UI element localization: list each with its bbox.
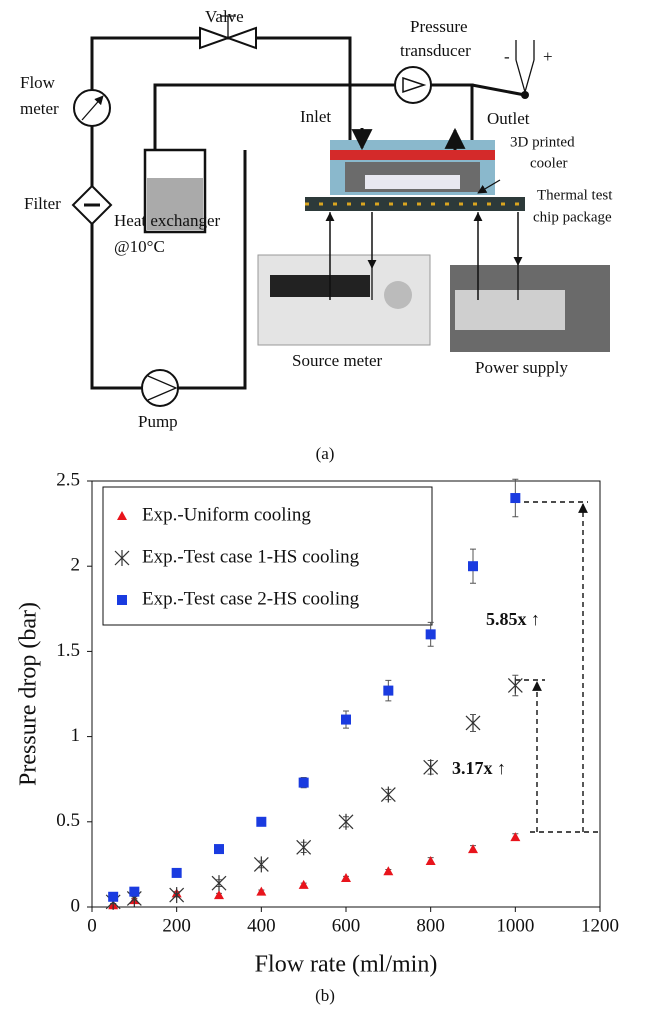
point (129, 886, 140, 897)
point (383, 866, 394, 876)
y-tick-label: 2 (71, 555, 81, 576)
valve-stem (220, 15, 236, 38)
point (383, 685, 394, 696)
pump-icon (147, 375, 178, 401)
label: 3D printed (510, 134, 575, 150)
coolant (147, 178, 203, 230)
caption: (a) (316, 444, 335, 463)
annotation: 5.85x ↑ (486, 609, 540, 629)
point (341, 873, 351, 883)
caption: (b) (315, 986, 335, 1005)
point (423, 759, 439, 776)
y-axis-label: Pressure drop (bar) (16, 602, 42, 786)
point (468, 844, 478, 854)
point (114, 550, 130, 566)
y-tick-label: 1 (71, 725, 81, 746)
label: Valve (205, 7, 244, 26)
label: Source meter (292, 351, 382, 370)
pipe (471, 83, 526, 97)
point (425, 629, 436, 640)
legend-label: Exp.-Uniform cooling (142, 504, 311, 525)
point (253, 856, 269, 873)
y-tick-label: 1.5 (56, 640, 80, 661)
point (211, 875, 227, 892)
label: meter (20, 99, 59, 118)
label: Pump (138, 412, 178, 431)
probe (515, 40, 535, 93)
legend-box (102, 486, 433, 626)
x-tick-label: 400 (247, 915, 276, 936)
meter-display (270, 275, 370, 297)
point (108, 891, 119, 902)
x-tick-label: 600 (332, 915, 361, 936)
legend-label: Exp.-Test case 1-HS cooling (142, 546, 360, 567)
point (341, 714, 351, 725)
x-tick-label: 200 (162, 915, 191, 936)
pointer (477, 179, 501, 194)
point (117, 595, 127, 605)
x-tick-label: 800 (416, 915, 445, 936)
point (117, 511, 127, 520)
point (296, 839, 312, 856)
point (510, 832, 521, 842)
pressure-transducer (394, 66, 432, 104)
x-tick-label: 1200 (581, 915, 619, 936)
point (380, 786, 396, 803)
label: Pressure (410, 17, 468, 36)
label: chip package (533, 209, 612, 225)
flow-meter-needle (81, 95, 104, 121)
point (298, 879, 309, 889)
label: Heat exchanger (114, 211, 221, 230)
point (425, 855, 436, 865)
label: Thermal test (537, 187, 613, 203)
junction (521, 91, 529, 99)
point (256, 886, 267, 896)
label: Outlet (487, 109, 530, 128)
point (338, 813, 354, 830)
x-axis-label: Flow rate (ml/min) (255, 952, 438, 978)
y-tick-label: 0.5 (56, 810, 80, 831)
point (507, 677, 523, 694)
legend-label: Exp.-Test case 2-HS cooling (142, 588, 360, 609)
label: Power supply (475, 358, 569, 377)
point (298, 777, 309, 788)
label: Filter (24, 194, 61, 213)
point (214, 890, 224, 900)
label: Inlet (300, 107, 331, 126)
point (169, 887, 185, 904)
label: + (543, 47, 553, 66)
point (465, 714, 481, 731)
label: transducer (400, 41, 471, 60)
point (256, 816, 267, 827)
comparison-guides (515, 501, 600, 833)
y-tick-label: 0 (71, 895, 81, 916)
meter-knob (384, 281, 412, 309)
pipe (90, 126, 247, 390)
label: @10°C (114, 237, 165, 256)
label: cooler (530, 155, 567, 171)
point (171, 867, 182, 878)
label: - (504, 47, 510, 66)
cooler-layer (330, 150, 495, 160)
chip-package (305, 197, 525, 211)
supply-panel (455, 290, 565, 330)
x-tick-label: 0 (87, 915, 97, 936)
diagram (71, 15, 610, 407)
label: Flow (20, 73, 56, 92)
y-tick-label: 2.5 (56, 469, 80, 490)
x-tick-label: 1000 (496, 915, 534, 936)
transducer-icon (402, 76, 427, 94)
point (214, 844, 224, 855)
pump (141, 369, 179, 407)
point (468, 561, 478, 572)
annotation: 3.17x ↑ (452, 758, 506, 778)
cooler-channels (365, 175, 460, 189)
point (510, 493, 521, 504)
